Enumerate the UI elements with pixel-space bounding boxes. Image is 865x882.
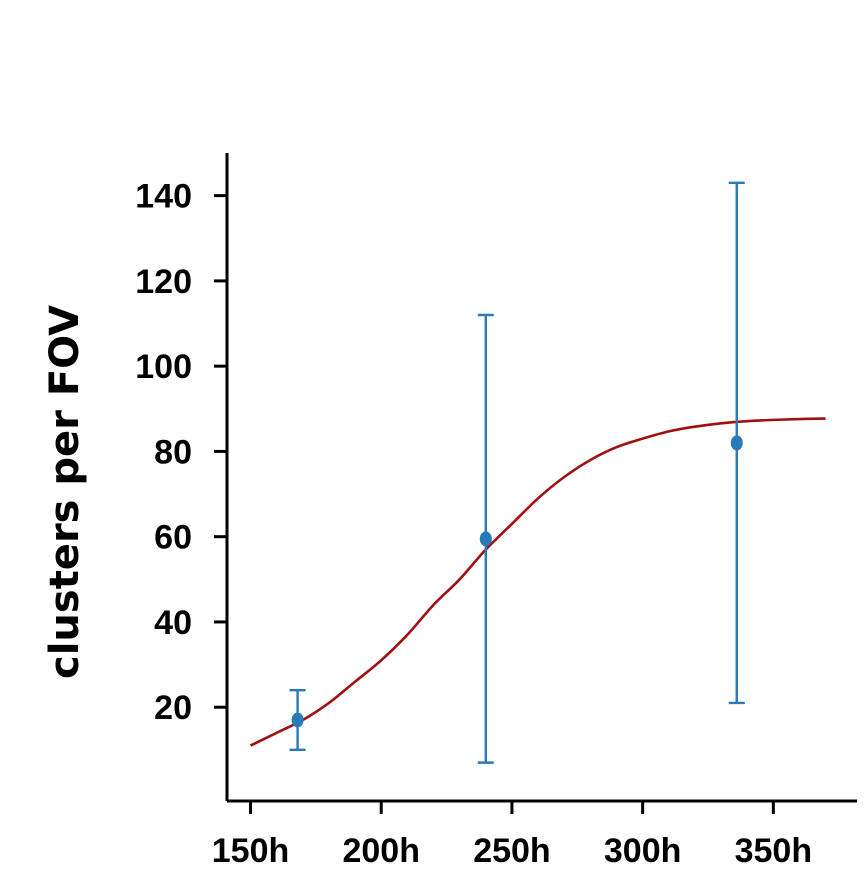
y-axis-ticks: 20 40 60 80 100 120 140: [135, 178, 227, 727]
y-tick-label: 20: [154, 689, 192, 727]
data-point: [291, 712, 304, 728]
data-point: [730, 435, 743, 451]
y-tick-label: 100: [135, 348, 192, 386]
y-tick-label: 60: [154, 519, 192, 557]
fit-curve: [249, 417, 826, 747]
error-bar-layer: [289, 181, 745, 764]
y-tick-label: 80: [154, 433, 192, 471]
y-axis-title: clusters per FOV: [42, 305, 88, 679]
fit-curve-layer: [249, 417, 826, 747]
x-tick-label: 350h: [735, 832, 813, 870]
y-tick-label: 120: [135, 263, 192, 301]
y-tick-label: 40: [154, 604, 192, 642]
data-point-layer: [291, 435, 743, 728]
axes: [225, 153, 857, 803]
x-tick-label: 300h: [604, 832, 682, 870]
y-tick-label: 140: [135, 178, 192, 216]
x-tick-label: 150h: [212, 832, 290, 870]
x-axis-ticks: 150h 200h 250h 300h 350h: [212, 801, 812, 870]
x-tick-label: 250h: [473, 832, 551, 870]
x-tick-label: 200h: [342, 832, 420, 870]
data-point: [479, 531, 492, 547]
